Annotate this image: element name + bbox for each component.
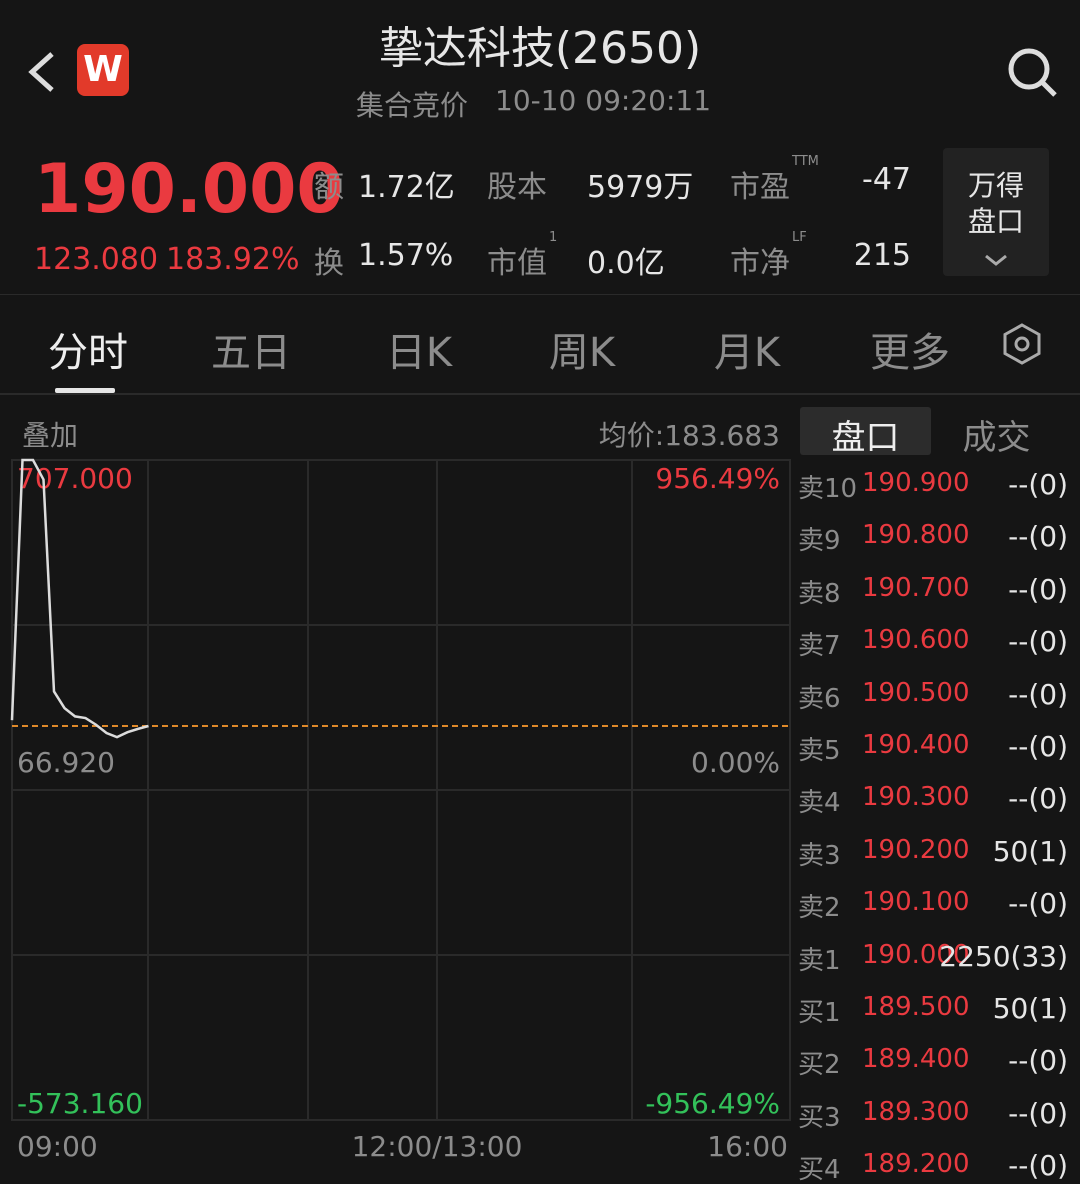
- stat-sup: LF: [792, 230, 807, 245]
- book-side: 买2: [798, 1050, 841, 1081]
- book-price: 190.200: [862, 834, 970, 865]
- stat-value: 1.72亿: [358, 170, 455, 205]
- tab[interactable]: 五日: [211, 330, 291, 376]
- book-volume: --(0): [1008, 887, 1068, 921]
- book-tab[interactable]: 成交: [962, 418, 1031, 458]
- stat-value: 1.57%: [358, 238, 454, 273]
- book-price: 190.300: [862, 782, 970, 813]
- book-tab[interactable]: 盘口: [831, 418, 900, 458]
- y-tick-label: 66.920: [17, 746, 115, 779]
- chevron: [985, 254, 1007, 266]
- stat-value: -47: [862, 162, 911, 197]
- book-price: 190.700: [862, 572, 970, 603]
- tab[interactable]: 周K: [548, 330, 616, 376]
- avg-price: 均价:183.683: [598, 419, 780, 452]
- book-volume: 50(1): [992, 992, 1068, 1025]
- tab[interactable]: 日K: [385, 330, 453, 376]
- stat-label: 市盈: [730, 170, 790, 205]
- book-volume: 50(1): [992, 834, 1068, 868]
- stat-value: 0.0亿: [587, 246, 665, 281]
- book-side: 卖1: [798, 945, 841, 976]
- book-side: 卖9: [798, 526, 841, 557]
- book-volume: --(0): [1008, 625, 1068, 659]
- book-price: 190.900: [862, 468, 970, 498]
- book-price: 189.300: [862, 1096, 970, 1127]
- app-logo[interactable]: W: [77, 44, 129, 96]
- stat-label: 市值: [487, 246, 547, 281]
- book-side: 买4: [798, 1155, 841, 1184]
- pct-label: 0.00%: [691, 746, 780, 779]
- book-side: 卖8: [798, 578, 841, 609]
- stock-title: 挚达科技(2650): [378, 23, 702, 74]
- stat-label: 换: [314, 246, 344, 281]
- button-text: 万得: [967, 169, 1024, 202]
- change-pct: 183.92%: [166, 242, 300, 277]
- back-button[interactable]: [22, 48, 62, 98]
- change: 123.080: [34, 242, 159, 277]
- book-price: 189.400: [862, 1044, 970, 1075]
- book-price: 190.400: [862, 730, 970, 760]
- settings-button[interactable]: [1000, 322, 1044, 366]
- x-tick-label: 09:00: [17, 1130, 98, 1163]
- book-price: 190.000: [862, 939, 970, 970]
- tab[interactable]: 更多: [870, 330, 950, 376]
- wind-book-button[interactable]: 万得 盘口: [943, 148, 1049, 276]
- book-volume: --(0): [1008, 1149, 1068, 1183]
- y-tick-label: 707.000: [17, 462, 133, 495]
- tab[interactable]: 分时: [48, 330, 128, 376]
- x-tick-label: 12:00/13:00: [352, 1130, 523, 1163]
- x-tick-label: 16:00: [707, 1130, 788, 1163]
- tab[interactable]: 月K: [713, 330, 781, 376]
- divider: [0, 294, 1080, 295]
- book-price: 190.600: [862, 625, 970, 656]
- time: 10-10 09:20:11: [495, 84, 712, 117]
- book-volume: --(0): [1008, 782, 1068, 816]
- price-line: [10, 458, 149, 739]
- book-volume: --(0): [1008, 520, 1068, 554]
- book-price: 190.500: [862, 677, 970, 708]
- button-text: 盘口: [967, 205, 1024, 238]
- book-side: 卖2: [798, 893, 841, 924]
- pct-label: 956.49%: [655, 462, 780, 495]
- book-side: 买1: [798, 998, 841, 1028]
- book-side: 卖10: [798, 474, 858, 504]
- book-side: 卖3: [798, 840, 841, 871]
- book-volume: --(0): [1008, 1044, 1068, 1078]
- stat-label: 额: [314, 170, 344, 205]
- last-price: 190.000: [34, 150, 344, 229]
- stat-sup: 1: [549, 230, 558, 245]
- stat-value: 5979万: [587, 170, 694, 205]
- book-price: 190.100: [862, 887, 970, 918]
- book-side: 卖4: [798, 788, 841, 819]
- book-tab-bg: [800, 407, 931, 455]
- stat-sup: TTM: [792, 154, 819, 169]
- status: 集合竞价: [356, 89, 469, 122]
- pct-label: -956.49%: [645, 1087, 780, 1120]
- book-price: 189.500: [862, 992, 970, 1022]
- book-volume: 2250(33): [939, 939, 1068, 973]
- book-volume: --(0): [1008, 730, 1068, 763]
- stat-label: 股本: [487, 170, 547, 205]
- book-price: 190.800: [862, 520, 970, 551]
- book-side: 卖6: [798, 683, 841, 714]
- book-side: 买3: [798, 1102, 841, 1133]
- stat-value: 215: [853, 238, 911, 273]
- book-volume: --(0): [1008, 677, 1068, 711]
- y-tick-label: -573.160: [17, 1087, 143, 1120]
- book-volume: --(0): [1008, 572, 1068, 606]
- stat-label: 市净: [730, 246, 790, 281]
- book-volume: --(0): [1008, 468, 1068, 501]
- search-button[interactable]: [1005, 45, 1060, 100]
- overlay-button[interactable]: 叠加: [22, 419, 79, 452]
- book-price: 189.200: [862, 1149, 970, 1180]
- book-side: 卖5: [798, 736, 841, 766]
- tab-underline: [55, 388, 115, 393]
- book-volume: --(0): [1008, 1096, 1068, 1130]
- intraday-chart: 707.000 66.920 -573.160 956.49% 0.00% -956.49…: [10, 458, 791, 1163]
- book-side: 卖7: [798, 631, 841, 662]
- divider: [0, 393, 1080, 395]
